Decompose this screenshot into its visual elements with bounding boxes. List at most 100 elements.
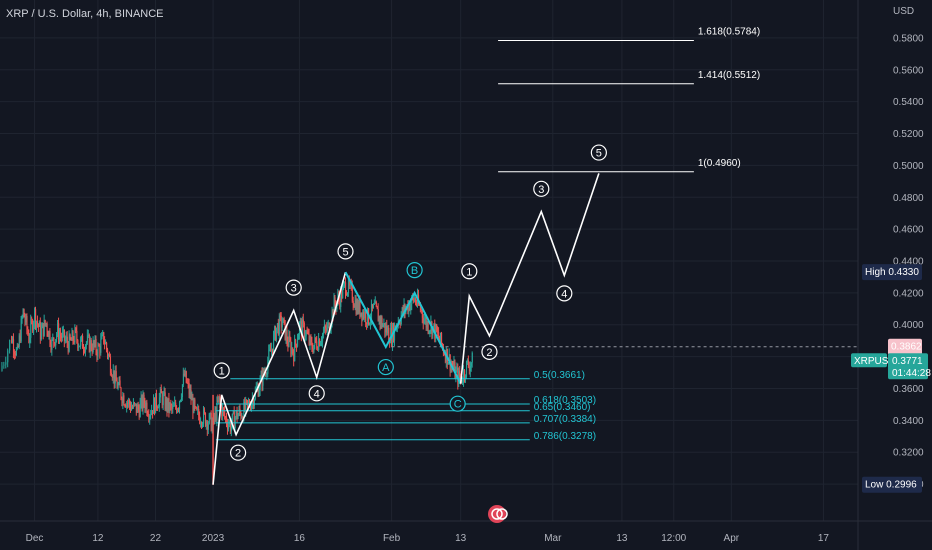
candle-body — [309, 336, 311, 344]
candle-body — [427, 321, 429, 333]
candle-body — [205, 412, 207, 426]
candle-body — [357, 302, 359, 313]
candle-body — [138, 409, 140, 418]
candle-body — [388, 327, 390, 341]
candle-body — [251, 403, 253, 410]
candle-body — [83, 348, 85, 351]
candle-body — [279, 315, 281, 317]
candle-body — [118, 380, 120, 385]
candle-body — [98, 345, 100, 347]
y-tick-label: 0.5000 — [893, 161, 924, 172]
candle-body — [376, 306, 378, 310]
candle-body — [458, 370, 460, 384]
candle-body — [178, 409, 180, 411]
candle-body — [134, 403, 136, 405]
candle-body — [61, 335, 63, 339]
wave-label: 2 — [481, 343, 498, 360]
candle-body — [420, 305, 422, 310]
candle-body — [346, 294, 348, 296]
candle-body — [275, 327, 277, 341]
candle-body — [289, 335, 291, 341]
candle-body — [125, 405, 127, 408]
last-price-bg — [888, 353, 928, 380]
candle-body — [291, 347, 293, 354]
candle-body — [257, 386, 259, 397]
wave-label: B — [406, 261, 423, 279]
candle-body — [155, 393, 157, 414]
candle-body — [447, 362, 449, 365]
candle-body — [23, 309, 25, 318]
symbol-tag-text: XRPUSD — [854, 356, 896, 367]
candle-body — [9, 340, 11, 351]
candle-body — [201, 422, 203, 426]
candle-body — [202, 423, 204, 426]
candle-body — [15, 353, 17, 356]
candle-body — [283, 318, 285, 321]
candle-body — [222, 407, 224, 417]
candle-body — [20, 318, 22, 342]
candles — [1, 275, 858, 485]
high-tag: High 0.4330 — [862, 264, 922, 281]
y-tick-label: 0.5600 — [893, 65, 924, 76]
candle-body — [319, 339, 321, 346]
extension-label: 1(0.4960) — [698, 158, 741, 169]
candle-body — [85, 345, 87, 352]
symbol-tag-bg — [851, 353, 887, 368]
candle-body — [151, 410, 153, 415]
elliott-waves: 1 2 3 4 5 A B C 1 2 3 4 5 — [212, 144, 607, 485]
candle-body — [444, 354, 446, 362]
candle-body — [301, 321, 303, 336]
candle-body — [185, 371, 187, 383]
candle-body — [378, 316, 380, 322]
countdown-text: 01:44:28 — [892, 368, 931, 379]
candle-body — [123, 395, 125, 406]
x-tick-label: Mar — [544, 533, 562, 544]
candle-body — [132, 407, 134, 409]
candle-body — [468, 360, 470, 367]
candle-body — [94, 339, 96, 346]
y-tick-label: 0.3400 — [893, 416, 924, 427]
candle-body — [93, 340, 95, 346]
y-tick-label: 0.5200 — [893, 129, 924, 140]
candle-body — [312, 348, 314, 353]
candle-body — [332, 309, 334, 317]
candle-body — [409, 303, 411, 311]
candle-body — [80, 339, 82, 346]
candle-body — [372, 304, 374, 309]
candle-body — [310, 336, 312, 343]
y-tick-label: 0.4400 — [893, 257, 924, 268]
candle-body — [47, 331, 49, 338]
candle-body — [33, 323, 35, 331]
candle-body — [416, 303, 418, 305]
wave-label-text: 2 — [486, 347, 492, 359]
candle-body — [334, 297, 336, 305]
candle-body — [99, 346, 101, 353]
wave-label: 5 — [590, 144, 607, 161]
candle-body — [182, 384, 184, 398]
price-axis[interactable]: 0.5800 0.5600 0.5400 0.5200 0.5000 0.4800 0.46… — [893, 33, 924, 490]
candle-body — [314, 337, 316, 346]
candle-body — [407, 304, 409, 312]
candle-body — [215, 411, 217, 421]
candle-body — [244, 401, 246, 411]
candle-body — [147, 413, 149, 416]
wave-label: A — [377, 358, 394, 376]
candle-body — [236, 410, 238, 420]
tradingview-logo-icon[interactable] — [488, 505, 508, 523]
candle-body — [322, 334, 324, 342]
candle-body — [197, 408, 199, 410]
candle-body — [371, 304, 373, 320]
candle-body — [91, 349, 93, 352]
candle-body — [424, 317, 426, 320]
candle-body — [117, 384, 119, 389]
x-tick-label: Apr — [724, 533, 740, 544]
time-axis[interactable]: Dec 12 22 2023 16 Feb 13 Mar 13 12:00 Apr 17 — [26, 533, 830, 544]
fib-extensions: 1.618(0.5784) 1.414(0.5512) 1(0.4960) — [498, 26, 760, 173]
candle-body — [199, 416, 201, 424]
candle-body — [21, 317, 23, 319]
candle-body — [349, 279, 351, 286]
candle-body — [39, 321, 41, 340]
candle-body — [30, 320, 32, 338]
candle-body — [54, 342, 56, 346]
